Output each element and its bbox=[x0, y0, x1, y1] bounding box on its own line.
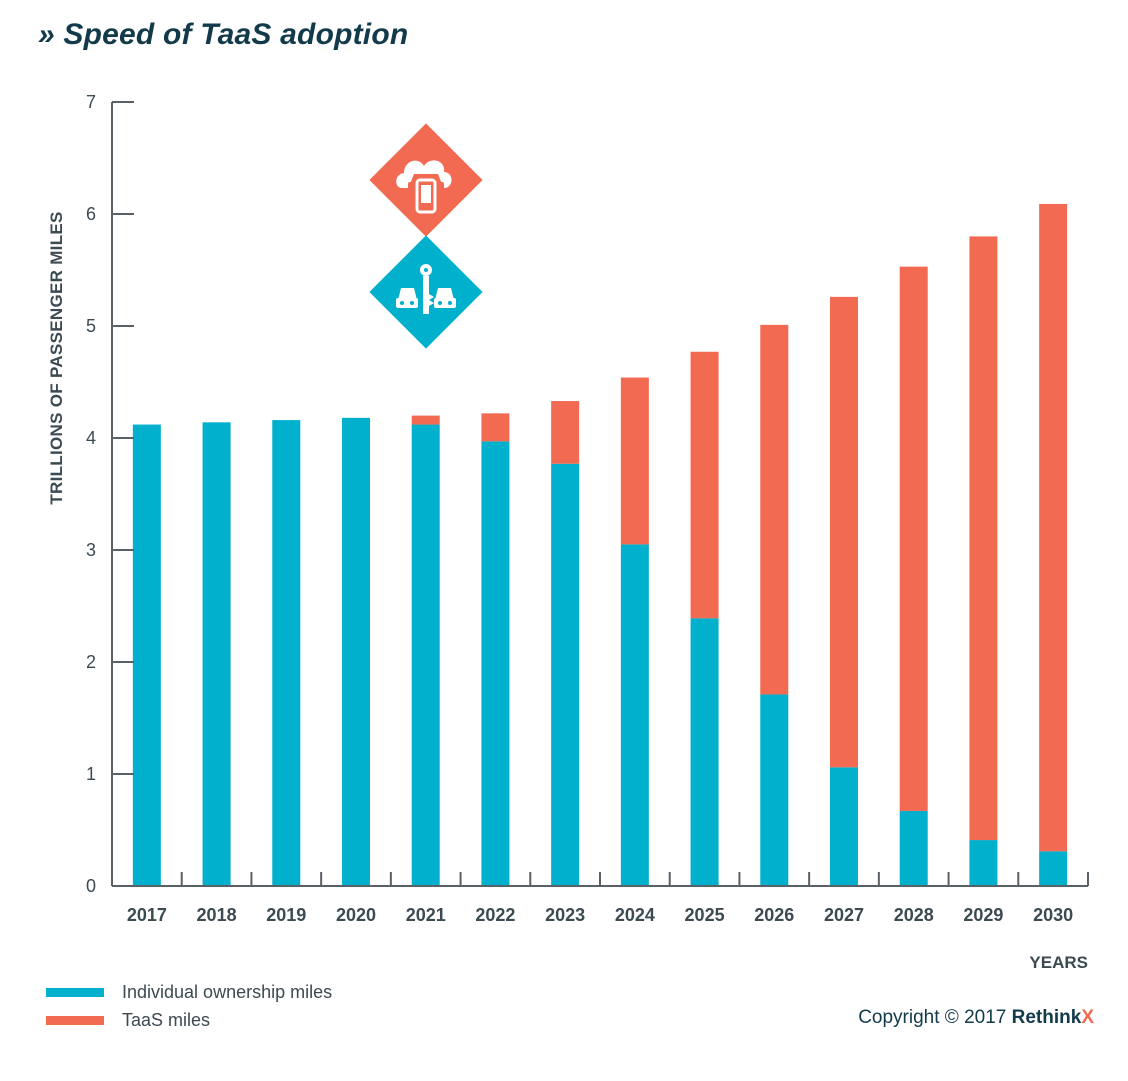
bar-taas-2024 bbox=[620, 377, 649, 545]
bar-individual-2026 bbox=[760, 694, 789, 886]
bar-individual-2018 bbox=[202, 422, 231, 886]
x-tick-label: 2024 bbox=[615, 905, 655, 925]
bar-taas-2027 bbox=[830, 296, 858, 768]
x-tick-label: 2020 bbox=[336, 905, 376, 925]
bar-individual-2030 bbox=[1039, 851, 1068, 886]
bar-individual-2025 bbox=[690, 618, 719, 886]
bars bbox=[132, 203, 1068, 886]
y-tick-label: 3 bbox=[86, 540, 96, 560]
x-tick-label: 2018 bbox=[197, 905, 237, 925]
car-key-ownership-icon bbox=[369, 235, 483, 349]
x-tick-label: 2023 bbox=[545, 905, 585, 925]
x-tick-label: 2022 bbox=[475, 905, 515, 925]
legend-label-individual: Individual ownership miles bbox=[122, 981, 333, 1002]
axes: 0 1 2 3 4 5 6 7 TRILLIONS OF PASSENGER MILES 2017… bbox=[47, 92, 1089, 972]
copyright: Copyright © 2017 RethinkX bbox=[858, 1007, 1094, 1029]
x-tick-label: 2021 bbox=[406, 905, 446, 925]
y-tick-label: 1 bbox=[86, 764, 96, 784]
chart-title: » Speed of TaaS adoption bbox=[38, 18, 409, 51]
bar-individual-2029 bbox=[969, 840, 998, 886]
bar-taas-2025 bbox=[690, 351, 719, 619]
bar-taas-2029 bbox=[969, 236, 998, 841]
y-tick-label: 5 bbox=[86, 316, 96, 336]
x-tick-label: 2029 bbox=[963, 905, 1003, 925]
y-tick-label: 0 bbox=[86, 876, 96, 896]
x-tick-label: 2028 bbox=[894, 905, 934, 925]
x-tick-label: 2019 bbox=[266, 905, 306, 925]
legend-swatch-taas bbox=[46, 1015, 104, 1025]
legend-item-taas: TaaS miles bbox=[46, 1006, 332, 1034]
x-tick-label: 2017 bbox=[127, 905, 167, 925]
bar-taas-2021 bbox=[411, 415, 440, 425]
bar-taas-2023 bbox=[551, 401, 580, 464]
bar-taas-2022 bbox=[481, 413, 510, 442]
bar-individual-2022 bbox=[481, 441, 510, 886]
taas-cloud-car-phone-icon bbox=[369, 123, 483, 237]
bar-individual-2027 bbox=[830, 767, 858, 886]
y-tick-label: 4 bbox=[86, 428, 96, 448]
x-tick-label: 2026 bbox=[754, 905, 794, 925]
bar-individual-2023 bbox=[551, 463, 580, 886]
bar-individual-2019 bbox=[272, 420, 301, 886]
x-tick-label: 2030 bbox=[1033, 905, 1073, 925]
bar-taas-2028 bbox=[899, 266, 928, 811]
brand-name: Rethink bbox=[1011, 1007, 1082, 1028]
copyright-text: Copyright © 2017 bbox=[858, 1007, 1012, 1028]
x-axis-title: YEARS bbox=[1029, 953, 1088, 972]
bar-individual-2021 bbox=[411, 424, 440, 886]
icons-layer bbox=[369, 123, 483, 349]
y-axis-title: TRILLIONS OF PASSENGER MILES bbox=[47, 211, 66, 504]
x-tick-label: 2027 bbox=[824, 905, 864, 925]
y-tick-label: 6 bbox=[86, 204, 96, 224]
legend-swatch-individual bbox=[46, 987, 104, 997]
brand-x: X bbox=[1081, 1007, 1094, 1028]
bar-taas-2030 bbox=[1039, 203, 1068, 852]
x-tick-label: 2025 bbox=[685, 905, 725, 925]
legend-label-taas: TaaS miles bbox=[122, 1009, 211, 1030]
bar-individual-2024 bbox=[620, 544, 649, 886]
bar-individual-2028 bbox=[899, 810, 928, 886]
bar-taas-2026 bbox=[760, 324, 789, 695]
y-tick-label: 7 bbox=[86, 92, 96, 112]
bar-individual-2017 bbox=[132, 424, 161, 886]
y-tick-label: 2 bbox=[86, 652, 96, 672]
bar-individual-2020 bbox=[342, 417, 370, 886]
legend-item-individual: Individual ownership miles bbox=[46, 978, 332, 1006]
legend: Individual ownership miles TaaS miles bbox=[46, 978, 332, 1034]
